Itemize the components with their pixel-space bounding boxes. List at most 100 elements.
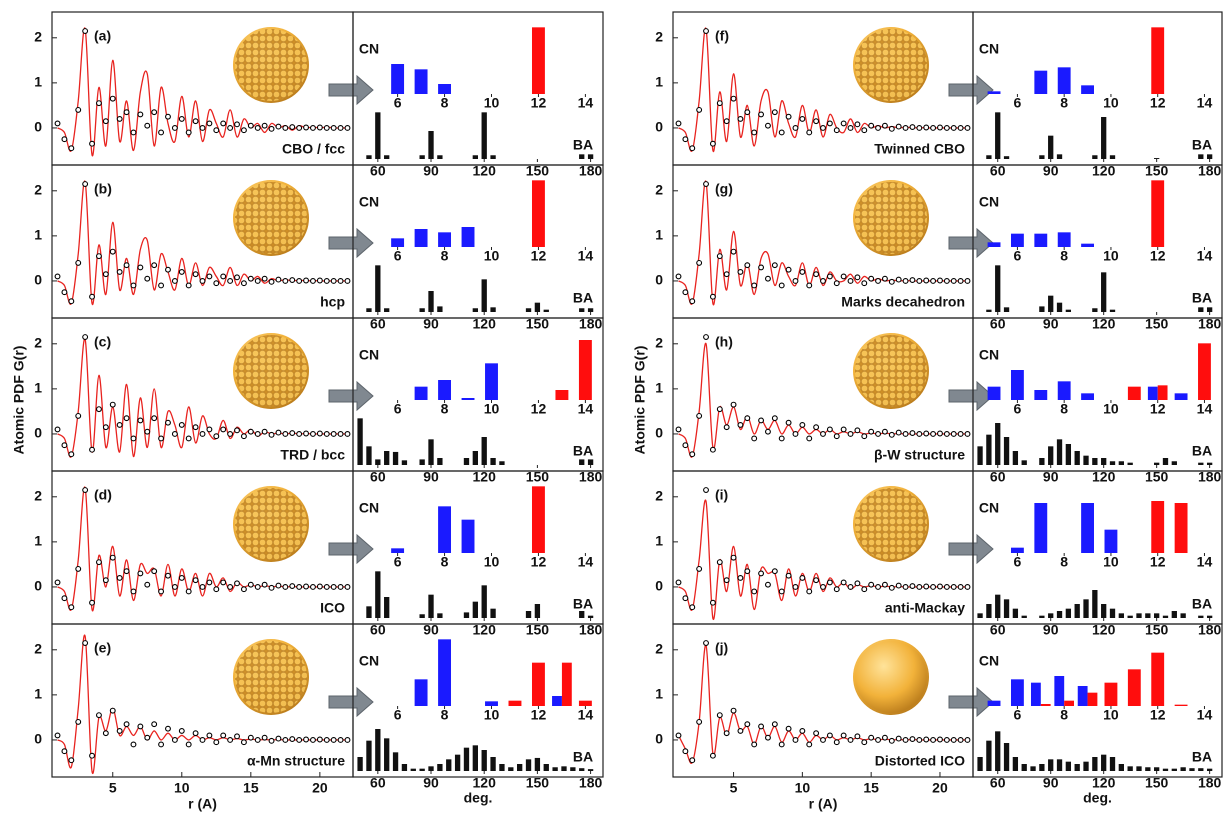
data-point xyxy=(875,124,881,131)
data-point xyxy=(895,582,902,589)
data-point xyxy=(151,109,158,116)
data-point xyxy=(950,736,957,743)
data-point xyxy=(254,583,261,590)
cn-bar xyxy=(414,229,428,247)
data-point xyxy=(833,586,840,593)
data-point xyxy=(178,421,185,428)
data-point xyxy=(310,736,316,743)
data-point xyxy=(895,123,902,130)
data-point xyxy=(289,583,296,589)
x-tick-label: 60 xyxy=(990,163,1006,179)
cn-label: CN xyxy=(979,41,999,57)
data-point xyxy=(123,721,130,728)
data-point xyxy=(337,430,344,437)
x-tick-label: 6 xyxy=(394,95,402,111)
y-tick-label: 0 xyxy=(655,578,663,594)
data-point xyxy=(916,430,923,437)
data-point xyxy=(737,115,744,122)
cn-bar xyxy=(987,91,1001,94)
ba-bar xyxy=(392,451,399,465)
data-point xyxy=(792,583,799,590)
data-point xyxy=(227,430,234,437)
data-point xyxy=(240,433,247,440)
data-point xyxy=(275,123,282,130)
ba-bar xyxy=(1056,154,1063,159)
y-tick-label: 2 xyxy=(34,640,42,656)
y-tick-label: 0 xyxy=(34,272,42,288)
data-point xyxy=(89,599,95,606)
data-point xyxy=(847,124,854,131)
ba-bar xyxy=(384,155,390,159)
data-point xyxy=(199,430,206,437)
data-point xyxy=(709,599,716,606)
ba-bar xyxy=(357,757,363,771)
ba-bar xyxy=(1109,461,1116,465)
data-point xyxy=(199,124,206,131)
ba-bar xyxy=(552,767,558,771)
data-point xyxy=(675,732,682,739)
data-point xyxy=(165,113,171,120)
data-point xyxy=(282,583,289,590)
data-point xyxy=(82,334,89,340)
data-point xyxy=(709,140,716,147)
data-point xyxy=(158,435,165,442)
data-point xyxy=(144,428,151,435)
x-tick-label: 6 xyxy=(394,401,402,417)
cn-bar xyxy=(1064,700,1075,706)
x-tick-label: 12 xyxy=(531,707,547,723)
x-tick-label: 14 xyxy=(578,95,594,111)
x-tick-label: 120 xyxy=(1092,316,1116,332)
ba-label: BA xyxy=(1192,596,1212,612)
data-point xyxy=(95,100,102,107)
data-point xyxy=(330,583,337,590)
ba-bar xyxy=(375,265,381,312)
x-tick-label: 12 xyxy=(1150,401,1166,417)
data-point xyxy=(185,588,192,595)
data-point xyxy=(730,707,737,714)
data-point xyxy=(289,277,296,283)
x-tick-label: 120 xyxy=(1092,622,1116,638)
data-point xyxy=(854,427,861,434)
x-tick-label: 150 xyxy=(1145,469,1169,485)
data-point xyxy=(916,736,923,743)
y-tick-label: 1 xyxy=(34,686,42,702)
data-point xyxy=(144,275,151,282)
x-tick-label: 180 xyxy=(579,469,603,485)
data-point xyxy=(227,583,234,590)
ba-bar xyxy=(419,614,425,618)
y-tick-label: 1 xyxy=(655,533,663,549)
data-point xyxy=(296,583,303,590)
arrow xyxy=(948,227,994,259)
data-point xyxy=(916,277,923,284)
cn-bar xyxy=(461,398,475,400)
data-point xyxy=(930,277,937,284)
data-point xyxy=(95,406,102,413)
data-point xyxy=(682,442,689,449)
ba-bar xyxy=(1065,444,1072,465)
data-point xyxy=(130,435,137,442)
y-tick-label: 1 xyxy=(34,533,42,549)
data-point xyxy=(868,581,875,588)
data-point xyxy=(158,588,165,595)
data-point xyxy=(275,276,282,283)
data-point xyxy=(130,282,137,289)
data-point xyxy=(840,579,847,586)
y-tick-label: 0 xyxy=(34,425,42,441)
ba-bar xyxy=(1127,462,1133,465)
ba-bar xyxy=(1048,759,1054,771)
data-point xyxy=(102,730,109,737)
x-tick-label: 6 xyxy=(1014,554,1022,570)
ba-bar xyxy=(1048,295,1054,312)
data-point xyxy=(778,282,785,289)
y-tick-label: 1 xyxy=(34,380,42,396)
ba-bar xyxy=(1003,437,1010,465)
cn-bar xyxy=(1054,676,1065,706)
ba-bar xyxy=(472,745,478,771)
cn-label: CN xyxy=(359,500,379,516)
data-point xyxy=(171,124,178,131)
ba-bar xyxy=(1092,308,1098,312)
data-point xyxy=(847,277,854,284)
data-point xyxy=(937,277,943,284)
data-point xyxy=(923,430,930,437)
x-tick-label: 10 xyxy=(1103,707,1119,723)
